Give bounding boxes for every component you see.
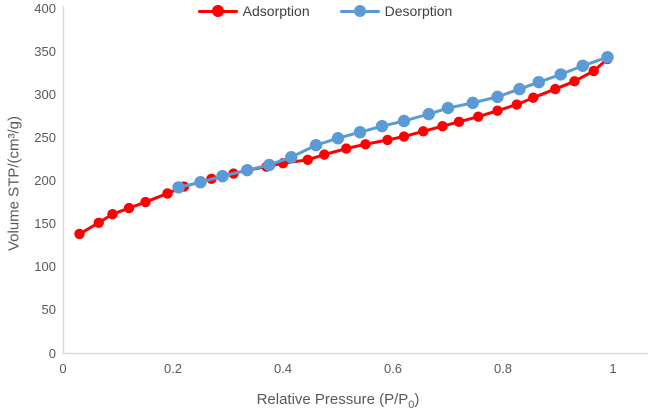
data-point-adsorption	[162, 188, 173, 199]
desorption-line-marker-icon	[339, 4, 380, 18]
data-point-adsorption	[382, 134, 393, 146]
y-tick-label: 300	[34, 86, 56, 102]
y-tick-label: 400	[34, 0, 56, 16]
y-tick-label: 350	[34, 43, 56, 59]
data-point-adsorption	[123, 202, 135, 214]
data-point-adsorption	[550, 83, 561, 95]
data-point-adsorption	[511, 99, 522, 110]
data-point-adsorption	[360, 139, 371, 150]
adsorption-dot-icon	[211, 5, 224, 17]
data-point-desorption	[466, 96, 479, 110]
data-point-desorption	[172, 181, 185, 194]
legend-label-desorption: Desorption	[384, 3, 453, 19]
data-point-adsorption	[107, 208, 118, 220]
data-point-adsorption	[437, 120, 448, 132]
y-tick-label: 100	[34, 259, 56, 275]
y-axis-title: Volume STP/(cm³/g)	[5, 115, 23, 252]
data-point-adsorption	[453, 116, 465, 128]
y-tick-label: 0	[48, 345, 56, 361]
data-point-adsorption	[588, 65, 599, 77]
x-tick-label: 0.4	[273, 361, 293, 376]
data-point-desorption	[513, 82, 526, 96]
legend-label-adsorption: Adsorption	[242, 3, 310, 19]
data-point-adsorption	[341, 143, 352, 154]
x-axis-title: Relative Pressure (P/P0)	[63, 391, 613, 411]
chart-legend: Adsorption Desorption	[0, 2, 650, 20]
legend-item-adsorption: Adsorption	[197, 2, 310, 20]
x-tick-label: 0	[59, 361, 67, 376]
data-point-desorption	[353, 126, 367, 139]
x-axis-title-subscript: 0	[408, 399, 415, 411]
data-point-desorption	[532, 75, 545, 89]
x-tick-label: 0.8	[493, 361, 513, 376]
legend-item-desorption: Desorption	[339, 2, 453, 20]
y-tick-label: 250	[34, 129, 56, 145]
data-point-adsorption	[398, 131, 410, 142]
data-point-desorption	[375, 119, 389, 133]
data-point-adsorption	[569, 76, 580, 87]
data-point-adsorption	[74, 228, 85, 240]
data-point-desorption	[441, 101, 455, 115]
data-point-adsorption	[492, 105, 503, 116]
data-point-desorption	[422, 107, 435, 121]
data-point-desorption	[263, 158, 276, 172]
x-tick-label: 0.2	[163, 361, 183, 376]
data-point-adsorption	[93, 217, 104, 228]
data-point-desorption	[241, 163, 254, 177]
x-tick-label: 0.6	[383, 361, 403, 376]
data-point-desorption	[331, 132, 345, 145]
x-tick-label: 1	[609, 361, 617, 376]
data-point-desorption	[194, 176, 207, 189]
data-point-desorption	[397, 114, 411, 128]
y-tick-label: 200	[34, 173, 56, 188]
data-point-desorption	[576, 59, 589, 72]
x-axis-title-close: )	[414, 391, 420, 408]
x-axis-title-text: Relative Pressure (P/P	[256, 391, 409, 408]
data-point-desorption	[285, 151, 298, 164]
data-point-adsorption	[140, 196, 151, 208]
data-point-adsorption	[528, 92, 539, 103]
y-tick-label: 50	[41, 302, 56, 318]
data-point-desorption	[216, 169, 229, 183]
data-point-adsorption	[319, 149, 330, 160]
adsorption-line-marker-icon	[197, 4, 238, 18]
data-point-adsorption	[302, 154, 313, 165]
desorption-dot-icon	[353, 5, 366, 17]
data-point-desorption	[309, 138, 323, 152]
data-point-adsorption	[418, 126, 429, 137]
data-point-desorption	[554, 68, 567, 81]
data-point-adsorption	[473, 111, 484, 122]
y-tick-label: 150	[34, 216, 56, 232]
data-point-desorption	[601, 50, 614, 64]
data-point-desorption	[491, 90, 504, 104]
